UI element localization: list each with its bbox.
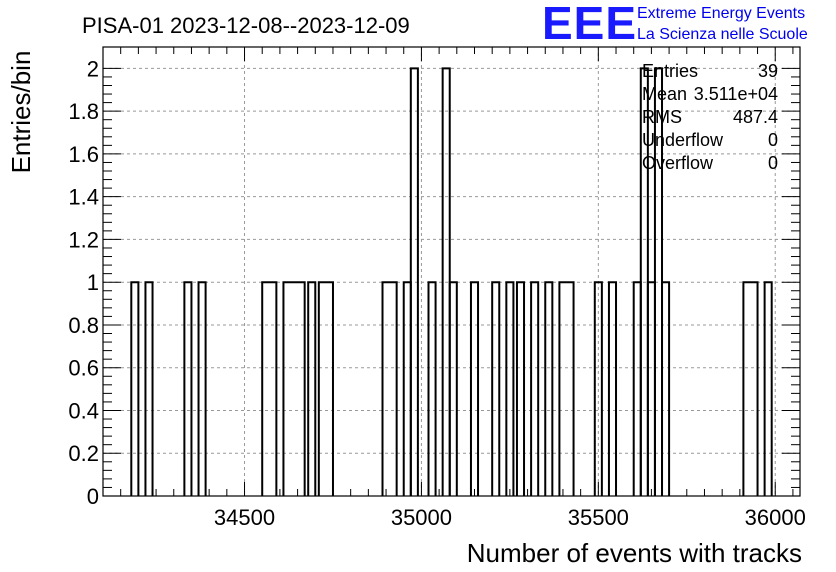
stats-box: Entries 39 Mean 3.511e+04 RMS 487.4 Unde…	[642, 61, 778, 173]
chart-title: PISA-01 2023-12-08--2023-12-09	[82, 13, 410, 38]
histogram-bin	[183, 281, 193, 496]
histogram-bin	[530, 281, 540, 496]
eee-logo-line1: Extreme Energy Events	[637, 5, 805, 22]
histogram-bin	[491, 281, 501, 496]
x-tick-label: 35000	[391, 505, 452, 530]
y-tick-label: 2	[87, 56, 99, 81]
stat-label: Entries	[642, 61, 698, 81]
histogram-bin	[558, 281, 575, 496]
histogram-bin	[544, 281, 554, 496]
histogram-bin	[130, 281, 140, 496]
y-tick-label: 0	[87, 484, 99, 509]
histogram-bin	[381, 281, 398, 496]
y-tick-label: 0.4	[68, 398, 99, 423]
histogram-bin	[469, 281, 480, 496]
histogram-bin	[197, 281, 207, 496]
y-axis: 0 0.2 0.4 0.6 0.8 1 1.2 1.4 1.6 1.8 2	[68, 56, 800, 509]
eee-logo: EEE Extreme Energy Events La Scienza nel…	[542, 0, 808, 49]
stat-value: 0	[768, 153, 778, 173]
stat-value: 3.511e+04	[694, 84, 778, 104]
x-tick-label: 35500	[568, 505, 629, 530]
histogram-bin	[763, 281, 773, 496]
eee-logo-mark: EEE	[542, 0, 637, 49]
histogram-bin	[317, 281, 334, 496]
plot-frame	[102, 46, 801, 497]
y-tick-label: 0.2	[68, 441, 99, 466]
histogram-bin	[261, 281, 278, 496]
stat-value: 487.4	[733, 107, 778, 127]
histogram-bin	[515, 281, 526, 496]
x-tick-label: 36000	[745, 505, 806, 530]
histogram-bin	[661, 281, 671, 496]
histogram-bin	[505, 281, 515, 496]
histogram-bin	[402, 281, 412, 496]
grid-lines	[103, 47, 800, 496]
stat-value: 0	[768, 130, 778, 150]
x-axis: 34500 35000 35500 36000	[102, 47, 806, 530]
y-tick-label: 0.6	[68, 356, 99, 381]
y-tick-label: 1.8	[68, 99, 99, 124]
histogram-bin	[607, 281, 618, 496]
histogram-bin	[409, 67, 419, 496]
stat-label: Underflow	[642, 130, 724, 150]
histogram-bin	[646, 281, 656, 496]
histogram-bars	[130, 67, 773, 496]
y-tick-label: 1.6	[68, 142, 99, 167]
y-tick-label: 1	[87, 270, 99, 295]
y-axis-title: Entries/bin	[6, 51, 36, 174]
histogram-bin	[632, 281, 642, 496]
x-axis-title: Number of events with tracks	[467, 538, 802, 568]
stat-value: 39	[758, 61, 778, 81]
eee-logo-line2: La Scienza nelle Scuole	[637, 26, 808, 43]
histogram-bin	[448, 281, 458, 496]
histogram-bin	[427, 281, 437, 496]
histogram-bin	[144, 281, 154, 496]
stat-label: Overflow	[642, 153, 714, 173]
y-tick-label: 0.8	[68, 313, 99, 338]
histogram-bin	[742, 281, 759, 496]
stat-label: Mean	[642, 84, 687, 104]
y-tick-label: 1.2	[68, 227, 99, 252]
histogram-bin	[282, 281, 306, 496]
stat-label: RMS	[642, 107, 682, 127]
histogram-bin	[307, 281, 317, 496]
x-tick-label: 34500	[214, 505, 275, 530]
histogram-bin	[593, 281, 603, 496]
y-tick-label: 1.4	[68, 185, 99, 210]
